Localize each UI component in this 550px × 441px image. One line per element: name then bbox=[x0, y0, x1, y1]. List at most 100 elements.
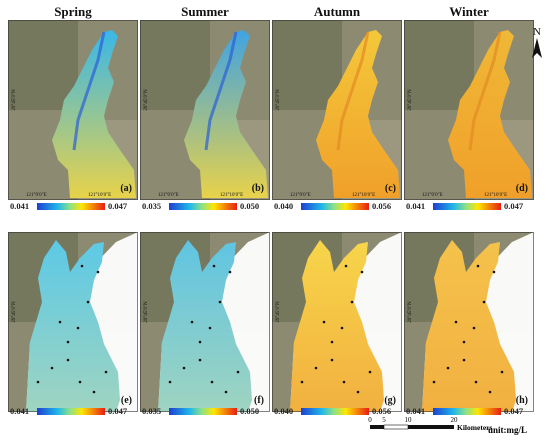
river-channel bbox=[336, 31, 370, 151]
north-arrow-label: N bbox=[533, 26, 541, 38]
sampling-station bbox=[342, 380, 346, 384]
colorbar-min: 0.041 bbox=[10, 406, 30, 416]
sampling-station bbox=[356, 390, 360, 394]
concentration-surface bbox=[26, 240, 120, 412]
sampling-station bbox=[314, 366, 318, 370]
season-title-summer: Summer bbox=[181, 4, 229, 19]
colorbar-min: 0.041 bbox=[406, 201, 426, 211]
sampling-station bbox=[474, 380, 478, 384]
sampling-station bbox=[492, 270, 496, 274]
sampling-station bbox=[190, 320, 194, 324]
sampling-station bbox=[454, 320, 458, 324]
latitude-label: 29°45′0″N bbox=[12, 301, 17, 323]
colorbar: 0.035 0.050 bbox=[142, 200, 268, 214]
colorbar: 0.041 0.047 bbox=[10, 405, 136, 419]
sampling-station bbox=[168, 380, 172, 384]
sampling-station bbox=[210, 380, 214, 384]
sampling-station bbox=[86, 300, 90, 304]
colorbar-gradient bbox=[169, 408, 237, 415]
colorbar-min: 0.040 bbox=[274, 406, 294, 416]
sampling-station bbox=[350, 300, 354, 304]
scale-tick-10: 10 bbox=[405, 416, 413, 424]
panel-label: (d) bbox=[516, 183, 528, 194]
colorbar: 0.035 0.050 bbox=[142, 405, 268, 419]
panel-label: (b) bbox=[252, 183, 264, 194]
sampling-station bbox=[360, 270, 364, 274]
sampling-station bbox=[218, 300, 222, 304]
sampling-station bbox=[340, 326, 344, 330]
latitude-label: 29°45′0″N bbox=[12, 89, 17, 111]
map-panel-autumn-interpolation: 29°45′0″N (g) bbox=[272, 232, 402, 412]
sampling-station bbox=[224, 390, 228, 394]
latitude-label: 29°45′0″N bbox=[276, 89, 281, 111]
sampling-station bbox=[432, 380, 436, 384]
concentration-surface bbox=[422, 240, 516, 412]
sampling-station bbox=[300, 380, 304, 384]
concentration-surface bbox=[290, 240, 384, 412]
longitude-label: 121°0′0″E bbox=[422, 193, 443, 198]
sampling-station bbox=[236, 370, 240, 374]
sampling-station bbox=[322, 320, 326, 324]
longitude-label: 121°10′0″E bbox=[484, 193, 507, 198]
map-panel-summer-interpolation: 29°45′0″N (f) bbox=[140, 232, 270, 412]
sampling-station bbox=[462, 340, 466, 344]
panel-label: (c) bbox=[385, 183, 396, 194]
latitude-label: 29°45′0″N bbox=[144, 89, 149, 111]
colorbar-max: 0.047 bbox=[504, 406, 524, 416]
concentration-surface bbox=[316, 30, 400, 198]
sampling-station bbox=[36, 380, 40, 384]
sampling-station bbox=[228, 270, 232, 274]
sampling-station bbox=[330, 358, 334, 362]
longitude-label: 121°0′0″E bbox=[158, 193, 179, 198]
river-channel bbox=[468, 31, 502, 151]
longitude-label: 121°10′0″E bbox=[220, 193, 243, 198]
north-arrow-icon bbox=[532, 38, 542, 58]
map-panel-spring-interpolation: 29°45′0″N (e) bbox=[8, 232, 138, 412]
sampling-station bbox=[80, 264, 84, 268]
sampling-station bbox=[182, 366, 186, 370]
colorbar-max: 0.050 bbox=[240, 201, 260, 211]
colorbar-min: 0.040 bbox=[274, 201, 294, 211]
colorbar-min: 0.041 bbox=[10, 201, 30, 211]
colorbar-max: 0.050 bbox=[240, 406, 260, 416]
sampling-station bbox=[208, 326, 212, 330]
sampling-station bbox=[58, 320, 62, 324]
colorbar-gradient bbox=[37, 408, 105, 415]
concentration-surface bbox=[448, 30, 532, 198]
sampling-station bbox=[66, 358, 70, 362]
latitude-label: 29°45′0″N bbox=[408, 301, 413, 323]
colorbar-min: 0.035 bbox=[142, 406, 162, 416]
colorbar-gradient bbox=[37, 203, 105, 210]
river-channel bbox=[204, 31, 238, 151]
unit-label: unit:mg/L bbox=[488, 425, 528, 435]
sampling-station bbox=[104, 370, 108, 374]
sampling-station bbox=[50, 366, 54, 370]
map-panel-autumn-retrieval: 29°45′0″N 121°0′0″E 121°10′0″E (c) bbox=[272, 20, 402, 200]
sampling-station bbox=[330, 340, 334, 344]
colorbar-gradient bbox=[433, 203, 501, 210]
sampling-station bbox=[344, 264, 348, 268]
sampling-station bbox=[472, 326, 476, 330]
concentration-surface bbox=[184, 30, 268, 198]
map-panel-summer-retrieval: 29°45′0″N 121°0′0″E 121°10′0″E (b) bbox=[140, 20, 270, 200]
colorbar-gradient bbox=[301, 408, 369, 415]
sampling-station bbox=[368, 370, 372, 374]
colorbar: 0.041 0.047 bbox=[406, 405, 532, 419]
colorbar: 0.041 0.047 bbox=[10, 200, 136, 214]
sampling-station bbox=[76, 326, 80, 330]
colorbar-gradient bbox=[169, 203, 237, 210]
latitude-label: 29°45′0″N bbox=[276, 301, 281, 323]
panel-label: (g) bbox=[384, 395, 396, 406]
sampling-station bbox=[198, 340, 202, 344]
sampling-station bbox=[446, 366, 450, 370]
sampling-station bbox=[198, 358, 202, 362]
season-title-spring: Spring bbox=[54, 4, 92, 19]
sampling-station bbox=[78, 380, 82, 384]
sampling-station bbox=[92, 390, 96, 394]
colorbar: 0.040 0.056 bbox=[274, 405, 400, 419]
season-title-winter: Winter bbox=[449, 4, 489, 19]
concentration-surface bbox=[52, 30, 136, 198]
panel-label: (h) bbox=[516, 395, 528, 406]
colorbar-min: 0.035 bbox=[142, 201, 162, 211]
map-panel-winter-interpolation: 29°45′0″N (h) bbox=[404, 232, 534, 412]
